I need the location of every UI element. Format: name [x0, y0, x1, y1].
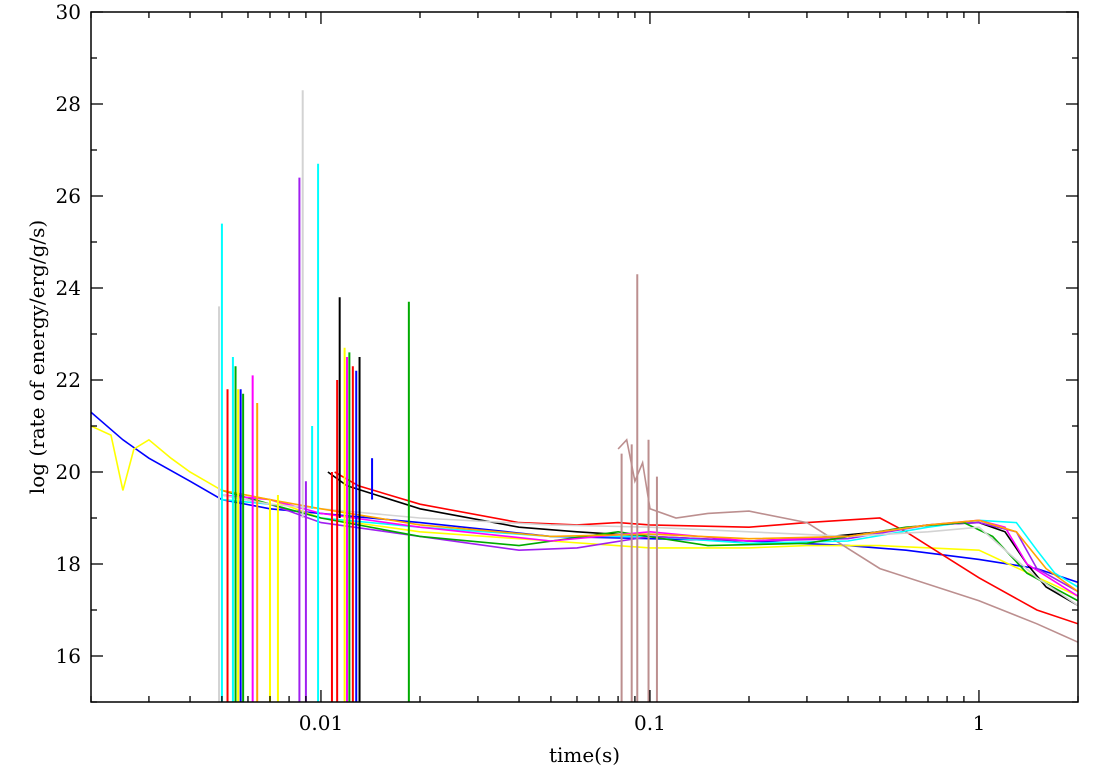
x-tick-label-2: 1 — [973, 711, 986, 735]
series-line-8 — [221, 494, 1078, 597]
y-tick-label-7: 30 — [56, 0, 81, 24]
y-tick-label-6: 28 — [56, 92, 81, 116]
y-tick-label-4: 24 — [56, 276, 81, 300]
y-tick-label-0: 16 — [56, 644, 81, 668]
y-axis-label: log (rate of energy/erg/g/s) — [25, 220, 49, 494]
x-tick-label-1: 0.1 — [634, 711, 666, 735]
y-tick-label-2: 20 — [56, 460, 81, 484]
series-line-10 — [221, 489, 1078, 593]
y-tick-label-1: 18 — [56, 552, 81, 576]
tick-labels: 0.01 0.1 1 16 18 20 22 24 26 28 30 — [56, 0, 986, 735]
series-line-3 — [334, 471, 1078, 625]
x-tick-label-0: 0.01 — [299, 711, 344, 735]
chart-spikes — [218, 90, 658, 702]
series-line-1 — [91, 425, 1078, 597]
x-axis-label: time(s) — [549, 743, 620, 767]
plot-frame — [90, 11, 1079, 703]
y-tick-label-3: 22 — [56, 368, 81, 392]
y-tick-label-5: 26 — [56, 184, 81, 208]
axis-ticks — [90, 11, 1079, 703]
series-line-4 — [617, 438, 1078, 643]
series-line-7 — [221, 489, 1078, 602]
